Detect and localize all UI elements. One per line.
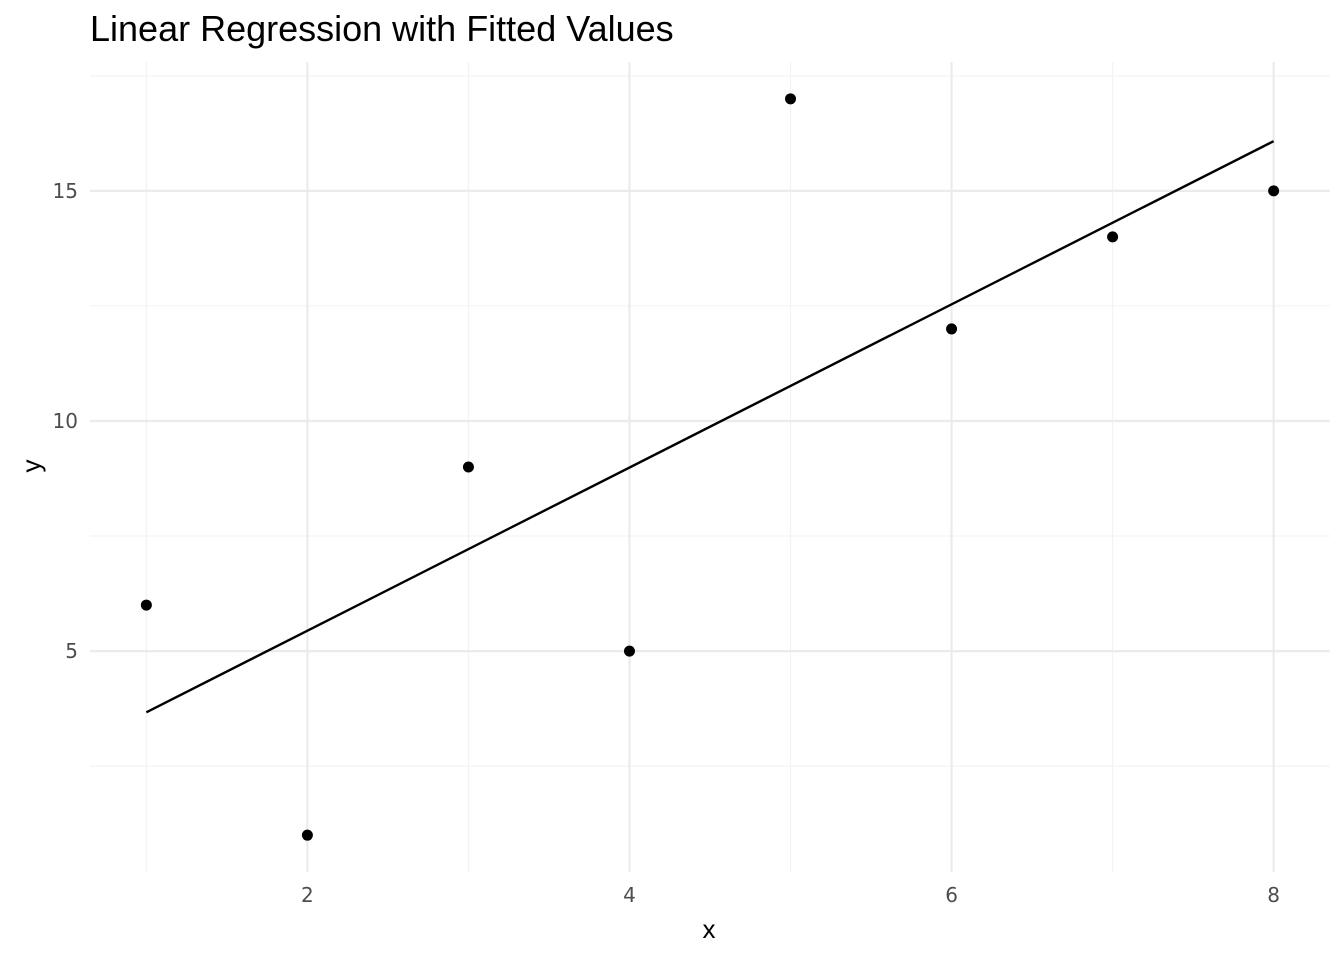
- y-tick-label: 15: [53, 179, 78, 203]
- y-tick-labels: 5 10 15: [53, 179, 78, 663]
- major-gridlines: [90, 62, 1330, 872]
- chart-title: Linear Regression with Fitted Values: [90, 8, 674, 49]
- fitted-regression-line: [145, 140, 1275, 714]
- x-tick-label: 8: [1267, 883, 1280, 907]
- x-tick-label: 6: [945, 883, 958, 907]
- data-point: [140, 599, 152, 611]
- x-tick-labels: 2 4 6 8: [301, 883, 1280, 907]
- fitted-line-layer: [145, 140, 1275, 714]
- data-point: [785, 93, 797, 105]
- x-axis-title: x: [703, 914, 716, 944]
- x-tick-label: 4: [623, 883, 636, 907]
- y-tick-label: 5: [65, 639, 78, 663]
- minor-gridlines: [90, 62, 1330, 872]
- data-points: [140, 93, 1280, 841]
- data-point: [946, 323, 958, 335]
- data-point: [1268, 185, 1280, 197]
- data-point: [623, 645, 635, 657]
- y-tick-label: 10: [53, 409, 78, 433]
- data-point: [1107, 231, 1119, 243]
- y-axis-title: y: [16, 460, 46, 473]
- data-point: [462, 461, 474, 473]
- data-point: [301, 829, 313, 841]
- x-tick-label: 2: [301, 883, 314, 907]
